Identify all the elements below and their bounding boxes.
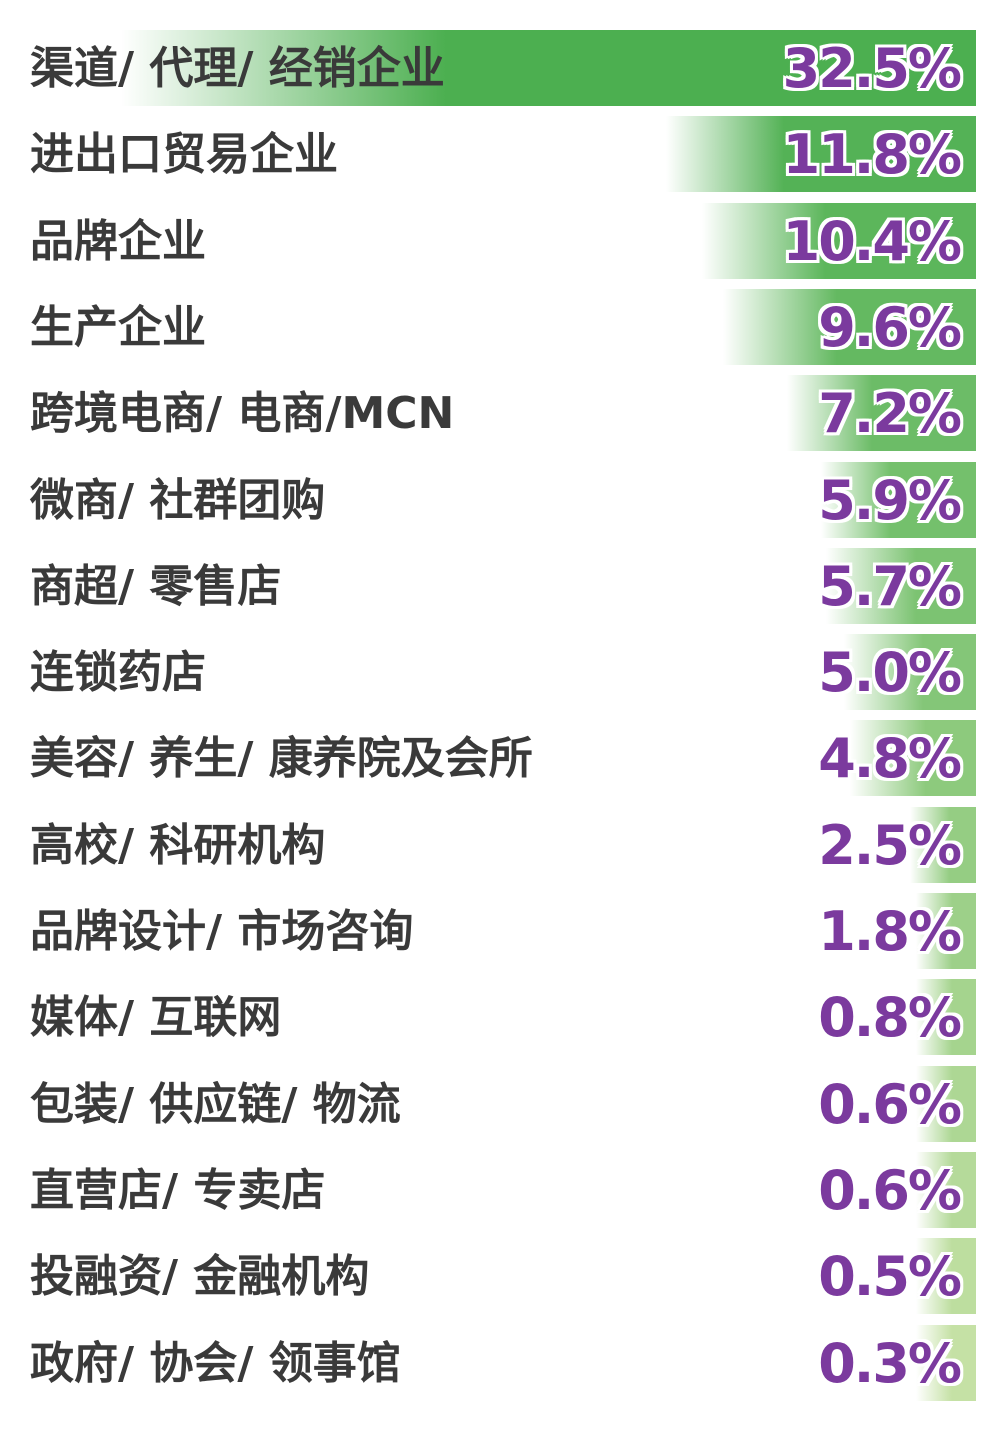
bar: [121, 30, 976, 106]
bar: [820, 461, 976, 538]
bar-row: 包装/ 供应链/ 物流 0.6%: [0, 1062, 1000, 1148]
bar-row: 政府/ 协会/ 领事馆 0.3%: [0, 1321, 1000, 1407]
category-label: 跨境电商/ 电商/MCN: [30, 388, 455, 440]
bar: [826, 547, 976, 624]
value-label: 5.7%: [818, 554, 962, 618]
bar: [844, 634, 976, 711]
bar-row: 进出口贸易企业 11.8%: [0, 112, 1000, 198]
bar: [916, 979, 976, 1056]
bar-row: 商超/ 零售店 5.7%: [0, 544, 1000, 630]
bar: [665, 116, 976, 193]
bar: [916, 1324, 976, 1401]
category-label: 高校/ 科研机构: [30, 819, 326, 871]
bar: [910, 806, 976, 883]
value-label: 0.8%: [818, 986, 962, 1050]
value-label: 0.6%: [818, 1072, 962, 1136]
category-label: 品牌设计/ 市场咨询: [30, 906, 414, 957]
value-label: 5.0%: [818, 641, 962, 705]
bar-row: 渠道/ 代理/ 经销企业 32.5%: [0, 26, 1000, 112]
bar-row: 直营店/ 专卖店 0.6%: [0, 1148, 1000, 1234]
bar: [916, 1151, 976, 1228]
bar: [916, 893, 976, 969]
category-label: 直营店/ 专卖店: [30, 1164, 326, 1216]
bar: [702, 202, 976, 279]
category-label: 微商/ 社群团购: [30, 474, 326, 526]
category-label: 包装/ 供应链/ 物流: [30, 1078, 401, 1130]
bar: [916, 1238, 976, 1315]
bar-row: 品牌企业 10.4%: [0, 199, 1000, 285]
value-label: 0.6%: [818, 1158, 962, 1222]
category-label: 生产企业: [30, 301, 206, 353]
category-label: 连锁药店: [30, 647, 206, 699]
bar-row: 连锁药店 5.0%: [0, 630, 1000, 716]
value-label: 2.5%: [818, 813, 962, 877]
category-label: 媒体/ 互联网: [30, 992, 282, 1044]
bar-row: 微商/ 社群团购 5.9%: [0, 458, 1000, 544]
bar-row: 品牌设计/ 市场咨询 1.8%: [0, 889, 1000, 975]
bar-row: 高校/ 科研机构 2.5%: [0, 803, 1000, 889]
bar-row: 生产企业 9.6%: [0, 285, 1000, 371]
value-label: 0.3%: [818, 1331, 962, 1395]
value-label: 1.8%: [818, 900, 962, 963]
value-label: 5.9%: [818, 468, 962, 532]
value-label: 32.5%: [782, 37, 962, 100]
bar: [786, 375, 976, 452]
bar-row: 媒体/ 互联网 0.8%: [0, 975, 1000, 1061]
bar-row: 跨境电商/ 电商/MCN 7.2%: [0, 371, 1000, 457]
value-label: 11.8%: [782, 123, 962, 187]
value-label: 7.2%: [818, 382, 962, 446]
value-label: 9.6%: [818, 295, 962, 359]
value-label: 0.5%: [818, 1245, 962, 1309]
category-label: 投融资/ 金融机构: [30, 1251, 370, 1303]
bar-row: 投融资/ 金融机构 0.5%: [0, 1234, 1000, 1320]
bar: [916, 1065, 976, 1142]
bar: [723, 288, 976, 365]
value-label: 10.4%: [782, 209, 962, 273]
category-label: 政府/ 协会/ 领事馆: [30, 1337, 401, 1389]
bar: [849, 720, 976, 797]
category-label: 商超/ 零售店: [30, 560, 282, 612]
category-label: 渠道/ 代理/ 经销企业: [30, 43, 445, 94]
value-label: 4.8%: [818, 727, 962, 791]
bar-row: 美容/ 养生/ 康养院及会所 4.8%: [0, 716, 1000, 802]
category-label: 进出口贸易企业: [30, 129, 338, 181]
category-label: 美容/ 养生/ 康养院及会所: [30, 733, 533, 785]
category-label: 品牌企业: [30, 215, 206, 267]
